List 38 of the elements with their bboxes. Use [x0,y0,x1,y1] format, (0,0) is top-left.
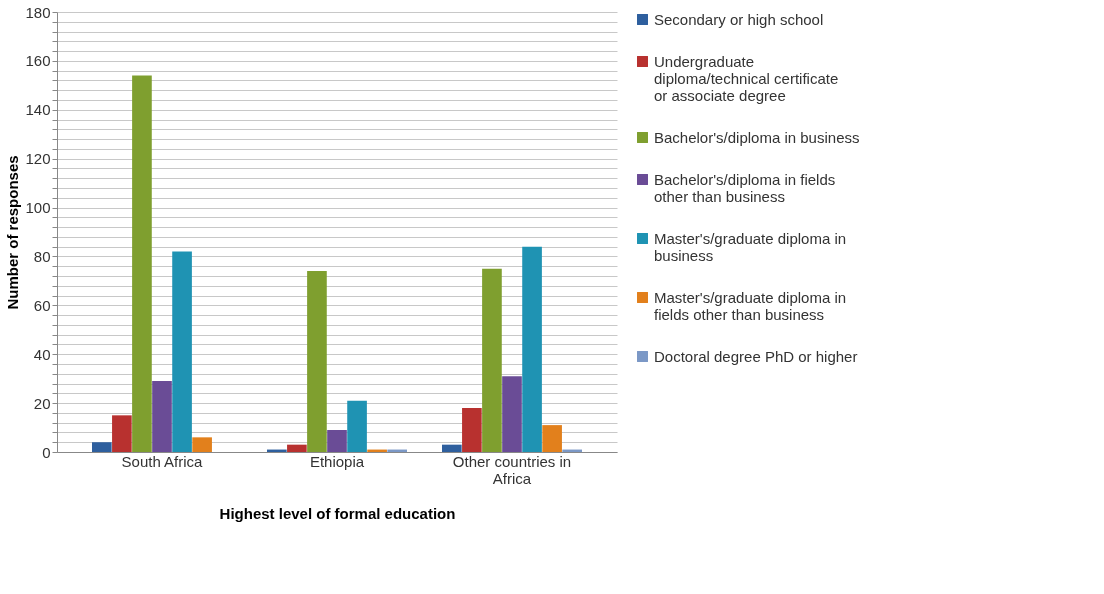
x-tick-label: Ethiopia [309,452,365,470]
bar [112,415,132,452]
y-tick-label: 140 [25,101,51,119]
legend-label: Master's/graduate diploma in business [654,229,847,264]
legend-label: Bachelor's/diploma in business [654,128,860,146]
y-tick-label: 40 [33,345,51,363]
bar [92,442,112,452]
bar [482,268,502,452]
y-axis-title: Number of responses [4,155,22,310]
y-tick-label: 160 [25,52,51,70]
bar [172,251,192,452]
legend-label: Undergraduate diploma/technical certificate or associate degree [654,52,839,104]
y-tick-label: 180 [25,3,51,21]
bar [287,444,307,452]
bar [542,425,562,452]
y-tick-label: 120 [25,150,51,168]
legend-label: Doctoral degree PhD or higher [654,347,858,365]
y-tick-label: 20 [33,394,51,412]
bar [522,246,542,452]
bar [192,437,212,452]
y-tick-label: 0 [42,443,51,461]
x-tick-label: Other countries in Africa [452,452,572,487]
bar [502,376,522,452]
bar [152,381,172,452]
y-tick-label: 60 [33,296,51,314]
bar [132,75,152,452]
bar [307,271,327,452]
bar [327,430,347,452]
legend-label: Bachelor's/diploma in fields other than business [654,170,836,205]
x-tick-label: South Africa [121,452,204,470]
legend-label: Master's/graduate diploma in fields other than business [654,288,847,323]
x-axis-title: Highest level of formal education [219,504,456,522]
bar [462,408,482,452]
bar [347,400,367,452]
legend-label: Secondary or high school [654,10,824,28]
y-tick-label: 100 [25,199,51,217]
y-tick-label: 80 [33,247,51,265]
bar [442,444,462,452]
